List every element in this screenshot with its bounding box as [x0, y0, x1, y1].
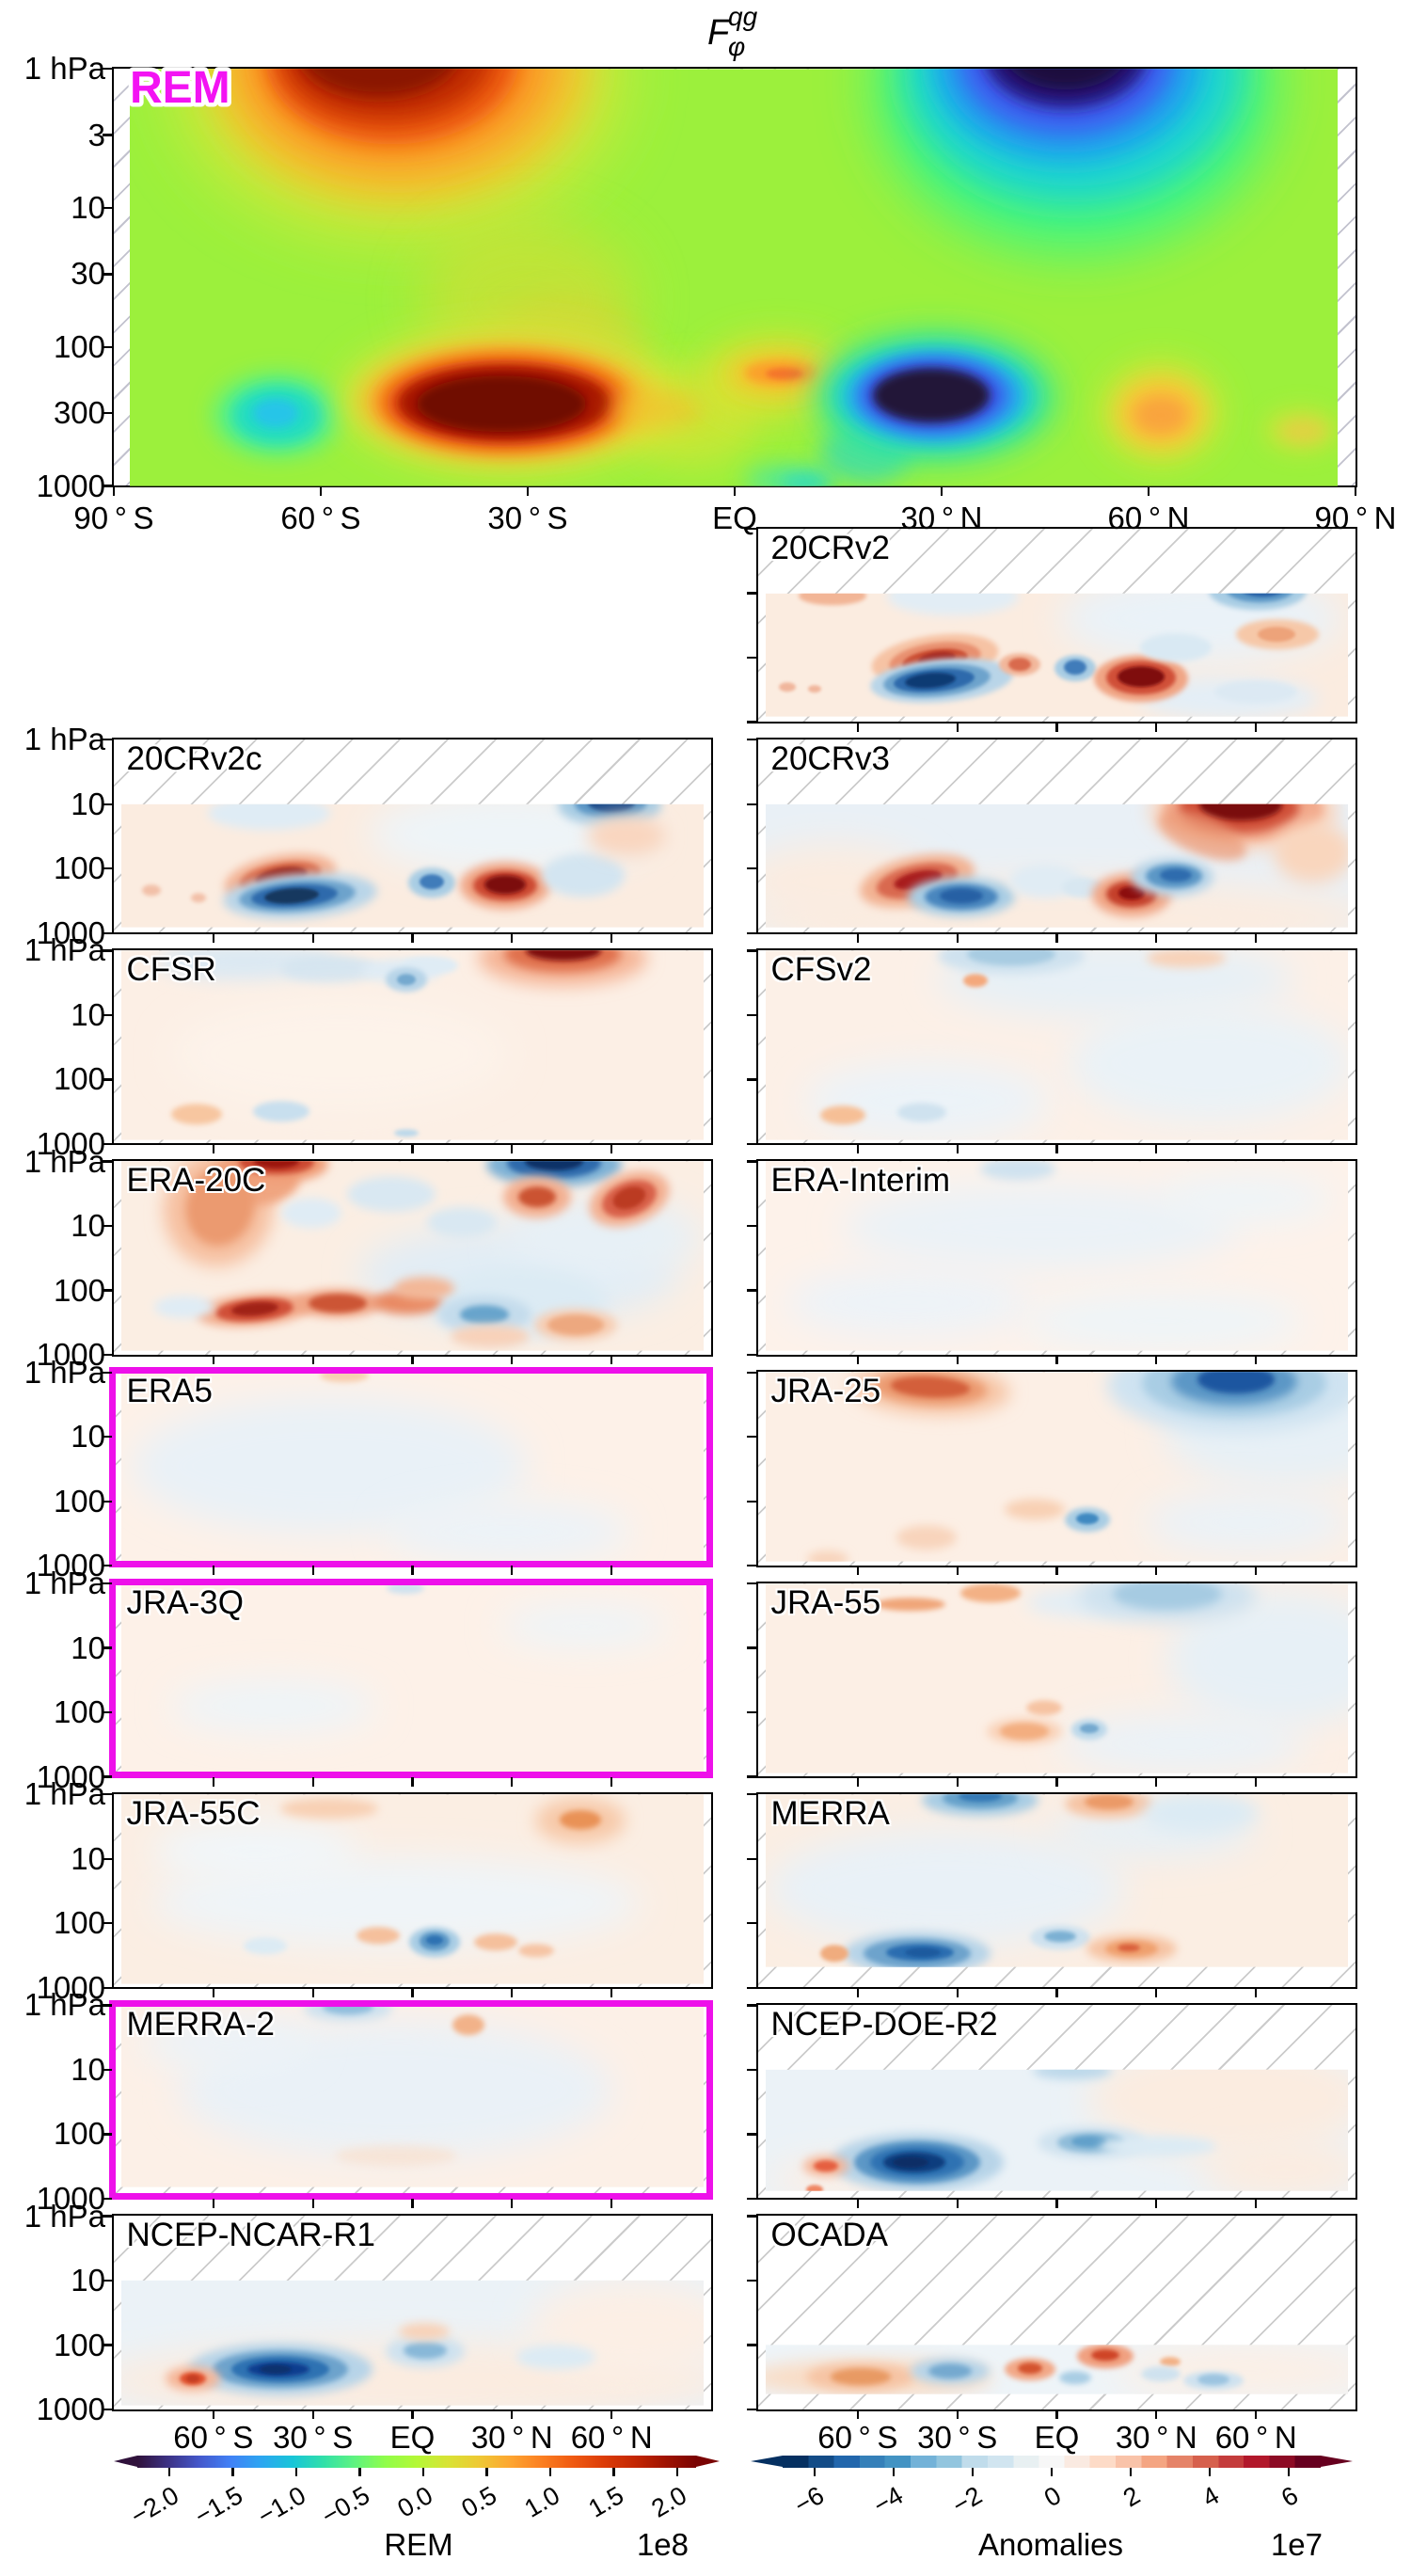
svg-text:REM: REM	[130, 63, 230, 113]
